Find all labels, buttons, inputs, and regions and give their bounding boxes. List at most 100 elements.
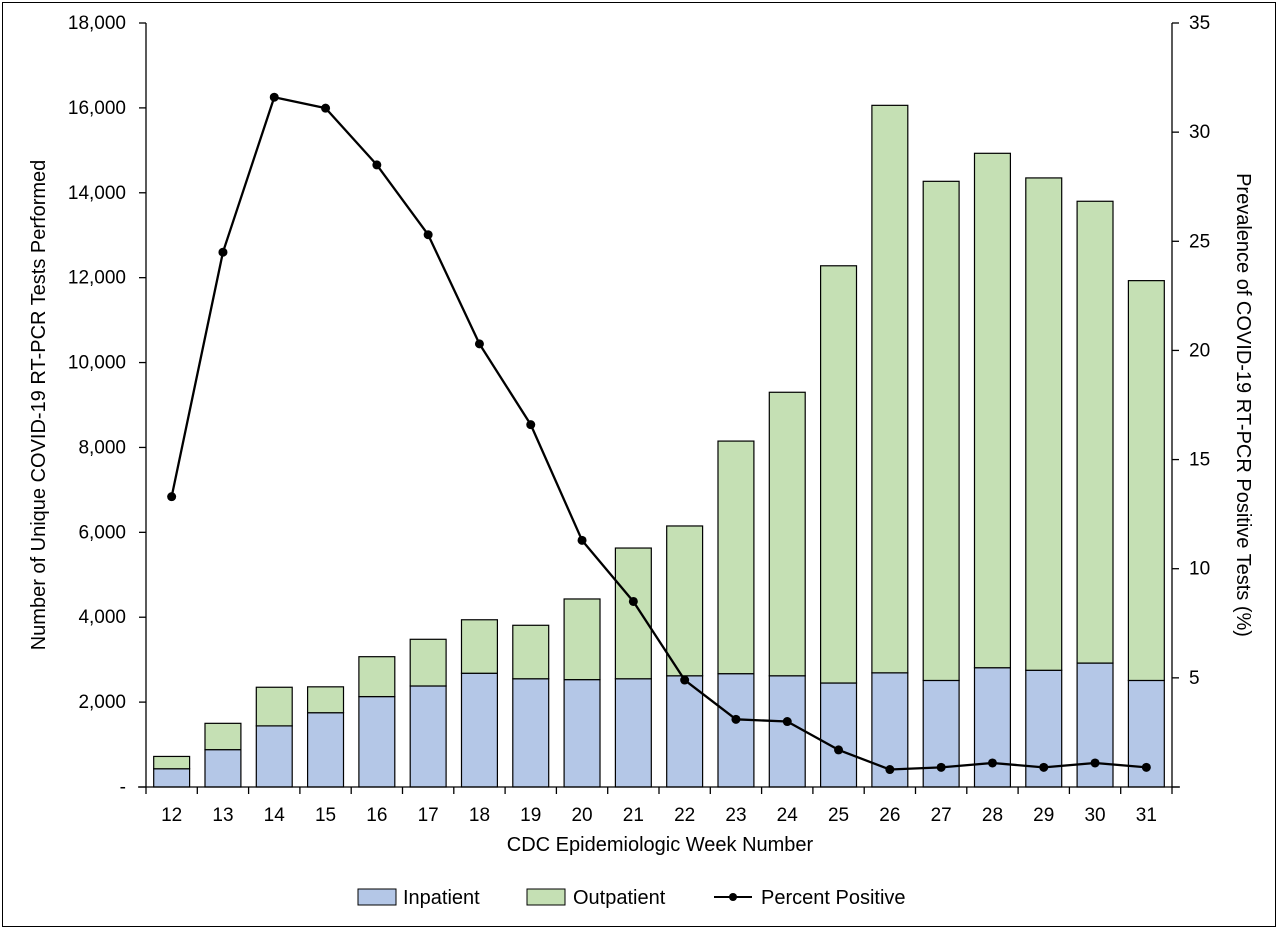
bar-outpatient-26: [871, 104, 909, 674]
bar-inpatient-30: [1076, 662, 1114, 788]
y2-tick-label: 30: [1189, 122, 1210, 143]
bar-outpatient-18: [460, 619, 499, 674]
y2-tick-label: 10: [1189, 559, 1210, 580]
legend-label-outpatient: Outpatient: [573, 887, 666, 909]
x-tick-label: 16: [366, 805, 387, 826]
point-percent-positive-29: [1039, 762, 1049, 772]
legend-swatch-inpatient: [357, 888, 397, 906]
bar-inpatient-20: [563, 679, 601, 788]
bar-outpatient-24: [768, 391, 806, 677]
point-percent-positive-20: [577, 535, 587, 545]
point-percent-positive-23: [731, 714, 741, 724]
x-tick-label: 28: [982, 805, 1003, 826]
bar-outpatient-31: [1127, 280, 1165, 682]
x-tick-label: 30: [1084, 805, 1105, 826]
legend-label-inpatient: Inpatient: [403, 887, 480, 909]
bar-inpatient-15: [306, 712, 345, 788]
bar-outpatient-12: [153, 755, 191, 770]
x-tick-label: 15: [315, 805, 336, 826]
bars-layer: [153, 104, 1165, 788]
y-tick-label: 8,000: [78, 437, 126, 458]
x-tick-label: 17: [418, 805, 439, 826]
x-tick-label: 18: [469, 805, 490, 826]
line-layer: [167, 92, 1151, 775]
x-tick-label: 25: [828, 805, 849, 826]
point-percent-positive-16: [372, 160, 382, 170]
y2-tick-label: 5: [1189, 668, 1200, 689]
point-percent-positive-26: [885, 765, 895, 775]
bar-inpatient-25: [819, 682, 858, 788]
x-tick-label: 13: [212, 805, 233, 826]
x-tick-label: 23: [725, 805, 746, 826]
bar-inpatient-24: [768, 675, 806, 788]
y-tick-label: 12,000: [68, 268, 126, 289]
bar-outpatient-16: [358, 656, 396, 698]
y-tick-label: 16,000: [68, 98, 126, 119]
x-tick-label: 22: [674, 805, 695, 826]
point-percent-positive-28: [987, 758, 997, 768]
bar-outpatient-23: [717, 440, 755, 675]
x-tick-label: 14: [264, 805, 286, 826]
bar-inpatient-23: [717, 673, 755, 788]
bar-outpatient-20: [563, 598, 601, 681]
legend-marker-percent-positive: [729, 893, 737, 901]
x-axis-title: CDC Epidemiologic Week Number: [507, 834, 814, 856]
bar-inpatient-28: [973, 667, 1012, 788]
point-percent-positive-21: [628, 596, 638, 606]
y-tick-label: 10,000: [68, 353, 126, 374]
point-percent-positive-13: [218, 247, 228, 257]
bar-outpatient-19: [512, 624, 550, 680]
y-tick-label: 14,000: [68, 183, 126, 204]
bar-outpatient-27: [922, 180, 960, 682]
point-percent-positive-30: [1090, 758, 1100, 768]
x-tick-label: 31: [1136, 805, 1157, 826]
point-percent-positive-12: [167, 492, 177, 502]
point-percent-positive-19: [526, 420, 536, 430]
bar-outpatient-14: [255, 686, 293, 727]
point-percent-positive-18: [474, 339, 484, 349]
point-percent-positive-22: [680, 675, 690, 685]
x-tick-label: 21: [623, 805, 644, 826]
x-tick-label: 27: [931, 805, 952, 826]
point-percent-positive-24: [782, 717, 792, 727]
point-percent-positive-27: [936, 762, 946, 772]
bar-inpatient-22: [666, 675, 704, 788]
bar-inpatient-14: [255, 725, 293, 788]
point-percent-positive-17: [423, 230, 433, 240]
bar-outpatient-17: [409, 638, 447, 687]
y2-tick-label: 20: [1189, 340, 1210, 361]
bar-outpatient-28: [973, 152, 1012, 669]
x-tick-label: 12: [161, 805, 182, 826]
bar-outpatient-15: [306, 686, 345, 714]
bar-inpatient-17: [409, 685, 447, 788]
bar-inpatient-21: [614, 678, 652, 788]
x-tick-label: 29: [1033, 805, 1054, 826]
legend-swatch-outpatient: [526, 888, 566, 906]
x-tick-label: 20: [571, 805, 592, 826]
bar-inpatient-13: [204, 749, 242, 788]
y-tick-label: 6,000: [78, 522, 126, 543]
bar-outpatient-22: [666, 525, 704, 677]
bar-inpatient-19: [512, 678, 550, 788]
x-tick-label: 24: [777, 805, 799, 826]
bar-inpatient-12: [153, 768, 191, 788]
y-tick-label: 2,000: [78, 692, 126, 713]
x-tick-label: 26: [879, 805, 900, 826]
y2-tick-label: 25: [1189, 231, 1210, 252]
y2-tick-label: 15: [1189, 450, 1210, 471]
y-tick-label: -: [120, 777, 126, 798]
y-tick-label: 4,000: [78, 607, 126, 628]
y2-axis-title: Prevalence of COVID-19 RT-PCR Positive T…: [1232, 173, 1254, 637]
x-tick-label: 19: [520, 805, 541, 826]
bar-outpatient-13: [204, 722, 242, 751]
point-percent-positive-15: [321, 103, 331, 113]
bar-outpatient-25: [819, 265, 858, 684]
point-percent-positive-25: [834, 745, 844, 755]
bar-inpatient-16: [358, 695, 396, 788]
y-axis-title: Number of Unique COVID-19 RT-PCR Tests P…: [28, 160, 50, 651]
bar-outpatient-29: [1025, 177, 1063, 671]
legend: Inpatient Outpatient Percent Positive: [357, 887, 906, 909]
y-tick-label: 18,000: [68, 13, 126, 34]
